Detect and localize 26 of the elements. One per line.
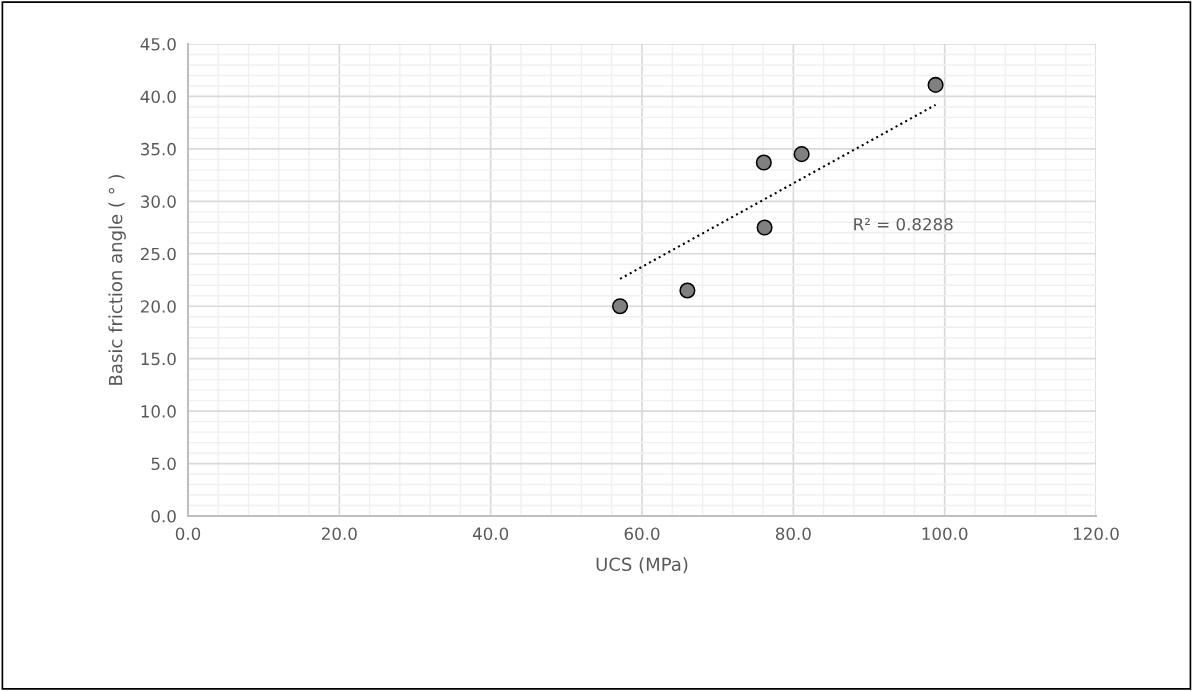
x-tick-label: 100.0 [922, 527, 968, 541]
y-tick-label: 25.0 [141, 247, 176, 261]
y-tick-label: 40.0 [140, 90, 176, 104]
x-tick-label: 80.0 [775, 527, 811, 541]
point [679, 282, 696, 299]
point [793, 146, 810, 163]
point [927, 76, 944, 93]
y-tick-label: 5.0 [151, 457, 176, 471]
x-axis-title: UCS (MPa) [596, 557, 688, 574]
x-tick-label: 60.0 [624, 527, 660, 541]
point [755, 154, 772, 171]
y-tick-label: 30.0 [141, 195, 176, 208]
y-axis-title: Basic friction angle ( ° ) [108, 175, 126, 385]
y-tick-label: 20.0 [141, 300, 176, 313]
x-tick-label: 0.0 [175, 527, 201, 541]
y-tick-label: 15.0 [141, 352, 176, 366]
point [612, 298, 629, 315]
annotation: R² = 0.8288 [854, 217, 953, 231]
y-tick-label: 10.0 [141, 405, 176, 418]
x-tick-label: 20.0 [322, 527, 357, 541]
y-tick-label: 35.0 [141, 142, 176, 156]
y-tick-label: 45.0 [140, 37, 176, 51]
x-tick-label: 40.0 [472, 527, 509, 541]
x-tick-label: 120.0 [1073, 527, 1119, 541]
point [756, 219, 773, 236]
y-tick-label: 0.0 [151, 509, 176, 523]
